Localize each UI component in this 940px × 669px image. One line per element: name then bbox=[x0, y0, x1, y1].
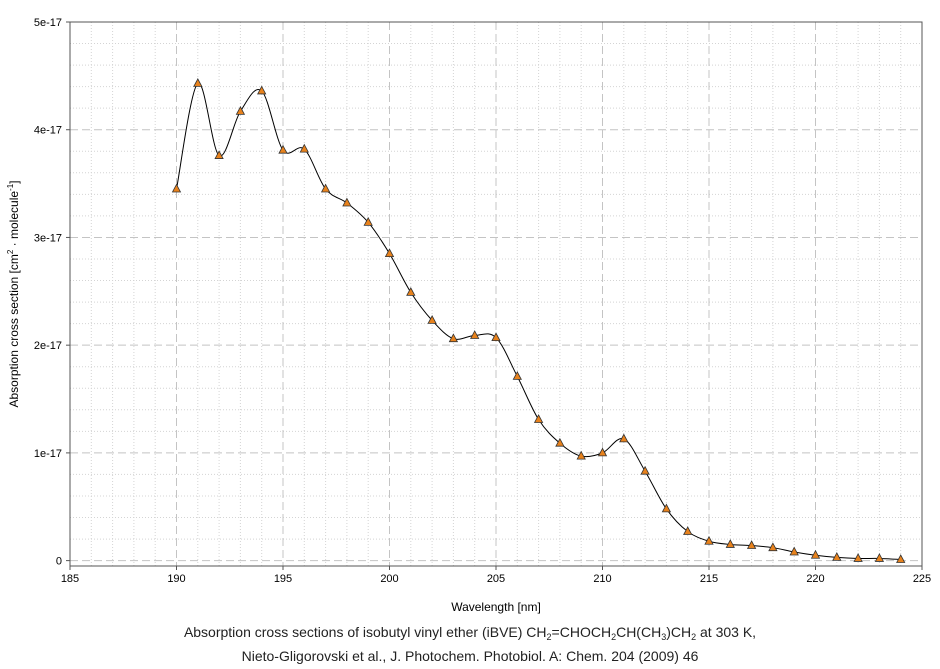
data-point bbox=[491, 332, 501, 342]
y-tick-label: 3e-17 bbox=[34, 232, 62, 244]
x-tick-label: 220 bbox=[806, 573, 824, 585]
x-tick-label: 185 bbox=[61, 573, 79, 585]
caption-text: Absorption cross sections of isobutyl vi… bbox=[183, 624, 547, 640]
data-point bbox=[171, 183, 182, 193]
y-axis-title-sup2: -1 bbox=[6, 183, 15, 191]
caption-subscript: 2 bbox=[691, 632, 697, 642]
chart-caption-line-2: Nieto-Gligorovski et al., J. Photochem. … bbox=[241, 648, 699, 664]
data-point bbox=[874, 553, 885, 562]
caption-subscript: 2 bbox=[546, 632, 552, 642]
data-point bbox=[278, 144, 288, 154]
data-point bbox=[597, 447, 608, 457]
data-markers bbox=[171, 78, 906, 563]
caption-text: at 303 K, bbox=[696, 624, 757, 640]
data-point bbox=[789, 546, 799, 556]
data-point bbox=[661, 503, 672, 513]
x-tick-label: 225 bbox=[913, 573, 931, 585]
data-point bbox=[832, 552, 842, 561]
x-tick-label: 190 bbox=[167, 573, 185, 585]
data-point bbox=[193, 78, 203, 87]
y-tick-label: 2e-17 bbox=[34, 340, 62, 352]
data-point bbox=[683, 526, 693, 535]
x-tick-label: 215 bbox=[700, 573, 718, 585]
data-point bbox=[533, 414, 544, 423]
caption-subscript: 2 bbox=[611, 632, 617, 642]
data-point bbox=[704, 535, 714, 545]
data-point bbox=[363, 217, 373, 226]
y-axis-title-mid: · molecule bbox=[7, 191, 21, 250]
chart-caption-line-1: Absorption cross sections of isobutyl vi… bbox=[0, 624, 940, 642]
data-point bbox=[406, 287, 416, 296]
data-point bbox=[257, 85, 267, 95]
data-point bbox=[512, 371, 522, 380]
data-point bbox=[555, 437, 565, 447]
x-tick-label: 195 bbox=[274, 573, 292, 585]
caption-subscript: 3 bbox=[661, 632, 667, 642]
y-axis-title-sup1: 2 bbox=[6, 249, 15, 254]
data-point bbox=[896, 554, 906, 563]
data-point bbox=[299, 143, 309, 153]
data-point bbox=[235, 106, 246, 115]
data-point bbox=[810, 549, 821, 559]
y-tick-label: 1e-17 bbox=[34, 448, 62, 460]
caption-text: )CH bbox=[666, 624, 692, 640]
data-point bbox=[342, 197, 352, 207]
y-tick-label: 4e-17 bbox=[34, 125, 62, 137]
x-tick-label: 200 bbox=[380, 573, 398, 585]
data-point bbox=[448, 333, 459, 343]
data-point bbox=[746, 540, 757, 549]
data-point bbox=[576, 450, 586, 460]
y-axis-title: Absorption cross section [cm2 · molecule… bbox=[6, 180, 21, 407]
data-point bbox=[384, 248, 395, 258]
y-axis-title-main: Absorption cross section [cm bbox=[7, 254, 21, 407]
data-point bbox=[853, 553, 863, 562]
caption-text: CH(CH bbox=[616, 624, 662, 640]
x-tick-label: 205 bbox=[487, 573, 505, 585]
x-tick-label: 210 bbox=[593, 573, 611, 585]
caption-text: =CHOCH bbox=[551, 624, 612, 640]
x-axis-title: Wavelength [nm] bbox=[451, 600, 541, 614]
data-point bbox=[214, 150, 224, 159]
y-tick-label: 0 bbox=[56, 556, 62, 568]
y-axis: 0 1e-17 2e-17 3e-17 4e-17 5e-17 bbox=[34, 17, 70, 568]
data-point bbox=[320, 183, 331, 193]
data-point bbox=[470, 330, 480, 339]
data-point bbox=[427, 315, 437, 324]
y-tick-label: 5e-17 bbox=[34, 17, 62, 29]
data-point bbox=[619, 433, 629, 443]
data-point bbox=[640, 465, 650, 475]
data-point bbox=[768, 542, 778, 552]
data-point bbox=[725, 539, 735, 548]
major-gridlines bbox=[70, 21, 922, 566]
x-axis: 185 190 195 200 205 210 215 220 225 bbox=[61, 566, 931, 585]
y-axis-title-end: ] bbox=[7, 180, 21, 183]
